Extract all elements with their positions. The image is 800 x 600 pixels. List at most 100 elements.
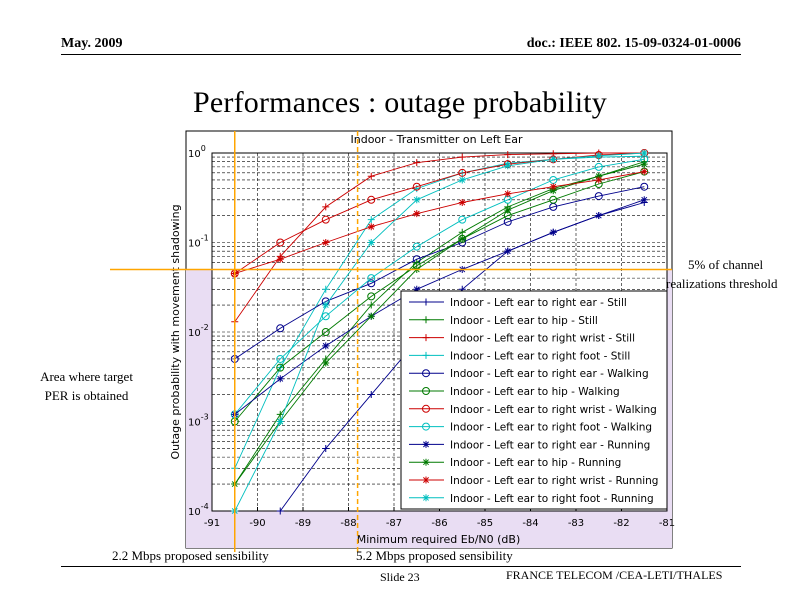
legend-item: Indoor - Left ear to right wrist - Still [409,333,635,345]
series-line [234,158,645,415]
data-point [595,172,603,180]
legend-item: Indoor - Left ear to hip - Walking [409,386,620,398]
data-point [276,375,284,383]
x-tick-label: -86 [431,518,447,529]
series-line [234,152,645,323]
data-point [322,301,330,309]
data-point [594,162,603,171]
data-point [422,404,430,413]
data-point [322,285,330,293]
data-point [276,410,284,418]
x-tick-label: -82 [613,518,629,529]
data-point [367,195,376,204]
y-tick-label: 100 [188,144,206,160]
data-point [594,192,603,201]
legend-item: Indoor - Left ear to right wrist - Walki… [409,404,657,416]
data-point [422,422,430,431]
series-line [234,155,645,469]
data-point [276,255,284,263]
legend-label: Indoor - Left ear to right ear - Running [450,439,650,451]
y-tick-label: 10-4 [188,502,209,518]
x-tick-label: -87 [386,518,402,529]
legend-label: Indoor - Left ear to right wrist - Runni… [450,475,658,487]
header-doc: doc.: IEEE 802. 15-09-0324-01-0006 [526,36,741,51]
data-point [412,255,421,264]
data-point [321,312,330,321]
series-line [234,171,645,274]
data-point [322,359,330,367]
data-point [367,172,375,180]
y-axis-label: Outage probability with movement shadowi… [169,204,182,459]
data-point [276,324,285,333]
legend-item: Indoor - Left ear to hip - Still [409,315,598,327]
legend-label: Indoor - Left ear to right ear - Still [450,297,627,309]
data-point [595,152,603,160]
data-point [640,149,648,157]
data-point [422,458,430,466]
data-point [367,301,375,309]
target-area-annotation-line1: Area where target [40,369,133,384]
target-area-annotation-line2: PER is obtained [44,388,129,403]
slide-title: Performances : outage probability [193,86,607,119]
legend-label: Indoor - Left ear to right wrist - Still [450,333,635,345]
x-tick-label: -85 [477,518,493,529]
data-point [367,279,376,288]
sensibility-2-2-label: 2.2 Mbps proposed sensibility [112,548,269,563]
data-point [640,160,648,168]
series-line [234,161,645,485]
legend-item: Indoor - Left ear to right ear - Still [409,297,627,309]
data-point [367,292,376,301]
data-point [422,369,430,378]
legend-item: Indoor - Left ear to right ear - Walking [409,368,649,380]
x-tick-label: -83 [568,518,584,529]
data-point [504,206,512,214]
data-point [640,182,649,191]
data-point [412,242,421,251]
legend-label: Indoor - Left ear to hip - Still [450,315,598,327]
threshold-annotation-line2: realizations threshold [666,276,778,291]
data-point [549,187,557,195]
data-point [595,212,603,220]
data-point [367,223,375,231]
legend-item: Indoor - Left ear to right wrist - Runni… [409,475,658,487]
data-point [504,151,512,159]
header-rule [61,54,741,55]
chart-title: Indoor - Transmitter on Left Ear [351,133,523,146]
data-point [458,198,466,206]
x-tick-label: -81 [659,518,675,529]
data-point [276,354,285,363]
threshold-annotation-line1: 5% of channel [688,257,764,272]
data-point [413,159,421,167]
data-point [412,182,421,191]
data-point [367,274,376,283]
x-axis-label: Minimum required Eb/N0 (dB) [357,533,521,546]
data-point [422,494,430,502]
data-point [458,235,466,243]
data-point [422,387,430,395]
data-point [422,440,430,448]
data-point [504,190,512,198]
data-point [322,239,330,246]
legend-label: Indoor - Left ear to right foot - Walkin… [450,422,652,434]
legend-label: Indoor - Left ear to hip - Running [450,457,621,469]
series-line [234,152,645,512]
legend-item: Indoor - Left ear to hip - Running [409,457,621,469]
data-point [321,328,330,336]
legend-label: Indoor - Left ear to right wrist - Walki… [450,404,657,416]
data-point [458,153,466,161]
legend-box [400,290,668,510]
data-point [458,215,467,224]
data-point [458,176,466,184]
data-point [276,238,285,247]
series-line [234,186,645,360]
data-point [422,476,430,484]
x-tick-label: -89 [295,518,311,529]
series-12 [231,149,648,515]
slide-number: Slide 23 [380,570,420,584]
footer-organizations: FRANCE TELECOM /CEA-LETI/THALES [506,568,723,582]
header-date: May. 2009 [61,36,123,51]
data-point [276,507,284,515]
data-point [549,195,558,204]
data-point [549,155,557,163]
